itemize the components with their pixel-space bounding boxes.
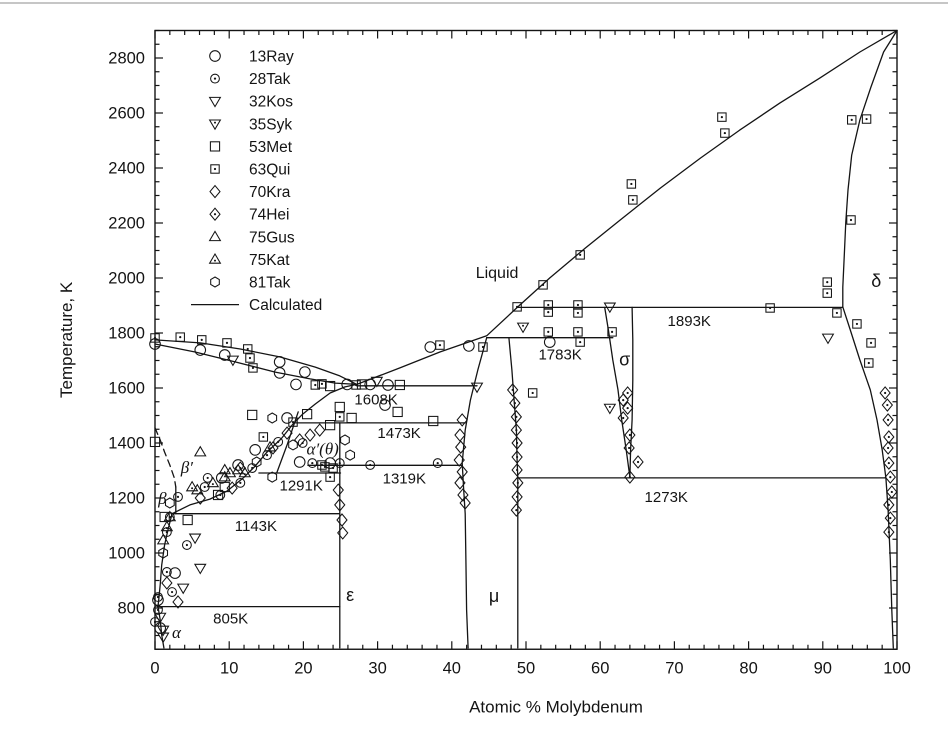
curve-curie-line [154,427,177,488]
series-53Met [149,379,439,526]
curve-alpha-theta-line [276,411,299,474]
svg-text:β: β [157,489,167,508]
svg-text:2600: 2600 [108,105,145,123]
svg-text:1600: 1600 [108,380,145,398]
svg-text:40: 40 [443,659,461,677]
curve-sigma-right [629,306,634,478]
legend-label-28Tak: 28Tak [249,71,291,88]
svg-text:1473K: 1473K [377,425,420,442]
svg-text:1319K: 1319K [383,470,426,487]
svg-text:2200: 2200 [108,215,145,233]
series-75Gus [156,445,245,545]
svg-text:δ: δ [871,271,881,291]
svg-text:1200: 1200 [108,490,145,508]
svg-text:2800: 2800 [108,50,145,68]
axis-ticks [154,29,898,650]
legend-label-63Qui: 63Qui [249,162,290,179]
svg-text:90: 90 [814,659,832,677]
y-axis-tick-labels: 800 1000 1200 1400 1600 1800 2000 2200 2400 2600 2… [108,50,145,618]
svg-text:70: 70 [665,659,683,677]
series-32Kos [153,302,835,644]
svg-text:1000: 1000 [108,545,145,563]
svg-text:α′(θ): α′(θ) [307,439,340,458]
svg-text:10: 10 [220,659,238,677]
svg-text:ε: ε [346,585,354,605]
svg-text:Liquid: Liquid [476,265,519,282]
curve-mu-right [508,337,519,649]
svg-text:μ: μ [489,586,499,606]
legend-label-70Kra: 70Kra [249,184,291,201]
svg-text:100: 100 [883,659,911,677]
legend-label-75Kat: 75Kat [249,252,290,269]
svg-text:2400: 2400 [108,160,145,178]
legend-label-53Met: 53Met [249,139,293,156]
series-28Tak [150,436,443,627]
series-70Kra [161,413,471,609]
phase-and-temperature-labels: Liquid 1893K 1783K 1608K 1473K 1319K 1291K 1143… [157,265,881,642]
legend-label-32Kos: 32Kos [249,94,293,111]
legend-label-Calculated: Calculated [249,297,322,314]
curve-fcc-solvus [171,383,358,515]
svg-text:β′: β′ [180,458,193,477]
legend-label-75Gus: 75Gus [249,229,295,246]
curve-delta-solvus [842,306,894,649]
x-axis-title: Atomic % Molybdenum [469,697,643,716]
curve-liquidus-right [356,29,898,386]
series-35Syk [516,322,617,415]
svg-text:1893K: 1893K [668,313,711,330]
y-axis-title: Temperature, K [57,281,76,398]
svg-text:1800: 1800 [108,325,145,343]
svg-text:α: α [172,623,182,642]
svg-text:1291K: 1291K [279,478,322,495]
svg-text:1143K: 1143K [235,518,277,535]
svg-text:1783K: 1783K [538,347,581,364]
page-top-divider [0,2,948,4]
curve-solidus-right-bcc [842,29,898,308]
legend-label-81Tak: 81Tak [249,275,291,292]
x-axis-tick-labels: 0 10 20 30 40 50 60 70 80 90 100 [150,659,910,677]
series-63Qui [150,112,876,482]
series-74Hei [234,383,898,539]
svg-text:30: 30 [368,659,386,677]
curve-liquidus-left [154,339,358,386]
svg-text:1608K: 1608K [354,391,397,408]
svg-text:0: 0 [150,659,159,677]
legend-label-35Syk: 35Syk [249,116,292,133]
svg-text:2000: 2000 [108,270,145,288]
svg-text:σ: σ [619,349,630,369]
svg-text:800: 800 [117,600,145,618]
svg-text:60: 60 [591,659,609,677]
series-75Kat [160,440,277,532]
svg-text:80: 80 [739,659,757,677]
svg-text:1400: 1400 [108,435,145,453]
svg-text:50: 50 [517,659,535,677]
legend-label-13Ray: 13Ray [249,49,294,66]
legend-label-74Hei: 74Hei [249,207,290,224]
legend: 13Ray 28Tak 32Kos 35Syk 53Met 63Qui 70Kra 74Hei… [191,49,322,314]
svg-text:805K: 805K [213,611,248,628]
curve-sigma-left [604,306,631,478]
series-81Tak [158,412,356,559]
svg-text:20: 20 [294,659,312,677]
svg-text:1273K: 1273K [645,489,688,506]
